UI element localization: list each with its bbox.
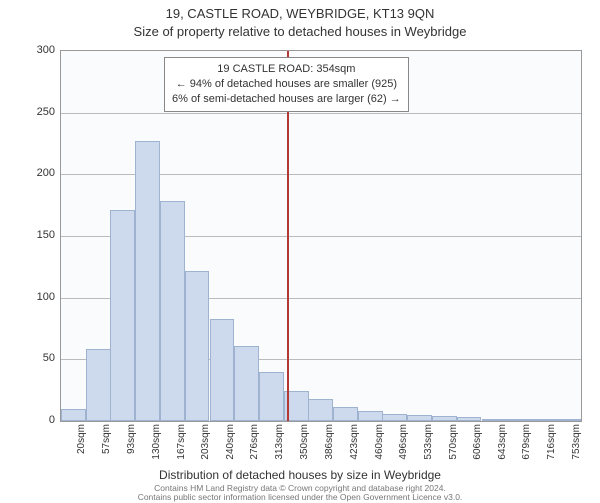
histogram-bar (210, 319, 235, 421)
x-axis-label: Distribution of detached houses by size … (0, 468, 600, 482)
y-tick-label: 50 (5, 352, 55, 364)
x-tick-label: 643sqm (497, 424, 508, 474)
x-tick-label: 203sqm (200, 424, 211, 474)
histogram-bar (382, 414, 407, 421)
y-tick-label: 150 (5, 229, 55, 241)
histogram-bar (407, 415, 432, 421)
x-tick-label: 386sqm (324, 424, 335, 474)
histogram-bar (432, 416, 457, 421)
callout-line2: ← 94% of detached houses are smaller (92… (172, 77, 401, 92)
x-tick-label: 130sqm (151, 424, 162, 474)
histogram-bar (358, 411, 383, 421)
y-tick-label: 200 (5, 167, 55, 179)
histogram-bar (160, 201, 185, 421)
x-tick-label: 313sqm (274, 424, 285, 474)
histogram-bar (308, 399, 333, 421)
histogram-bar (531, 419, 556, 421)
y-tick-label: 0 (5, 414, 55, 426)
x-tick-label: 276sqm (249, 424, 260, 474)
x-tick-label: 679sqm (521, 424, 532, 474)
histogram-bar (234, 346, 259, 421)
title-subtitle: Size of property relative to detached ho… (0, 24, 600, 39)
histogram-bar (333, 407, 358, 421)
x-tick-label: 753sqm (571, 424, 582, 474)
chart-container: 19, CASTLE ROAD, WEYBRIDGE, KT13 9QN Siz… (0, 0, 600, 500)
x-tick-label: 533sqm (423, 424, 434, 474)
callout-line1: 19 CASTLE ROAD: 354sqm (172, 62, 401, 77)
x-tick-label: 460sqm (374, 424, 385, 474)
footer-line2: Contains public sector information licen… (138, 492, 463, 502)
y-tick-label: 100 (5, 291, 55, 303)
x-tick-label: 423sqm (349, 424, 360, 474)
histogram-bar (259, 372, 284, 421)
x-tick-label: 93sqm (126, 424, 137, 474)
x-tick-label: 57sqm (101, 424, 112, 474)
x-tick-label: 606sqm (472, 424, 483, 474)
x-tick-label: 570sqm (448, 424, 459, 474)
callout-line3: 6% of semi-detached houses are larger (6… (172, 92, 401, 107)
callout-box: 19 CASTLE ROAD: 354sqm← 94% of detached … (164, 57, 409, 112)
gridline (61, 113, 581, 114)
x-tick-label: 350sqm (299, 424, 310, 474)
title-address: 19, CASTLE ROAD, WEYBRIDGE, KT13 9QN (0, 6, 600, 21)
y-tick-label: 250 (5, 106, 55, 118)
histogram-bar (110, 210, 135, 421)
histogram-bar (556, 419, 581, 421)
histogram-bar (506, 419, 531, 421)
x-tick-label: 240sqm (225, 424, 236, 474)
histogram-bar (185, 271, 210, 421)
x-tick-label: 716sqm (546, 424, 557, 474)
histogram-bar (61, 409, 86, 421)
x-tick-label: 496sqm (398, 424, 409, 474)
histogram-bar (482, 419, 507, 421)
histogram-bar (457, 417, 482, 421)
histogram-bar (86, 349, 111, 421)
x-tick-label: 167sqm (176, 424, 187, 474)
x-tick-label: 20sqm (76, 424, 87, 474)
histogram-bar (135, 141, 160, 421)
plot-area: 19 CASTLE ROAD: 354sqm← 94% of detached … (60, 50, 582, 422)
y-tick-label: 300 (5, 44, 55, 56)
